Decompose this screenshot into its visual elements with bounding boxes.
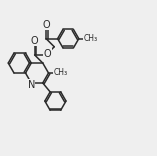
Text: CH₃: CH₃ [83,34,97,43]
Text: O: O [31,36,38,46]
Text: O: O [44,49,51,59]
Text: N: N [28,80,35,90]
Text: CH₃: CH₃ [54,68,68,76]
Text: O: O [42,20,50,30]
